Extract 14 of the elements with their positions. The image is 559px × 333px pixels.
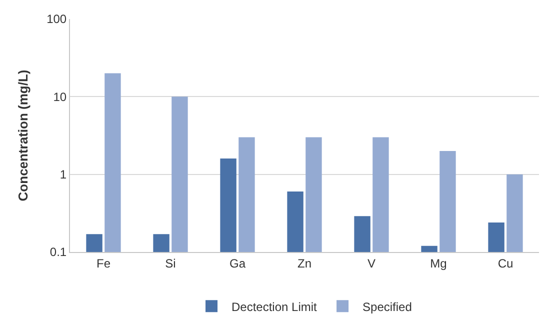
legend-label: Dectection Limit (232, 300, 318, 314)
y-tick-label: 1 (60, 168, 67, 182)
x-tick-label: Cu (498, 256, 514, 270)
x-tick-label: Mg (430, 256, 447, 270)
y-tick-label: 10 (53, 90, 67, 104)
y-tick-label: 0.1 (50, 245, 67, 260)
y-tick-label: 100 (46, 12, 67, 26)
x-tick-label: Ga (229, 256, 246, 270)
legend-label: Specified (362, 300, 412, 314)
x-tick-label: V (367, 256, 376, 270)
x-tick-label: Zn (297, 256, 312, 270)
x-tick-label: Fe (96, 256, 111, 270)
y-axis-title: Concentration (mg/L) (16, 70, 31, 202)
x-tick-label: Si (165, 256, 176, 270)
